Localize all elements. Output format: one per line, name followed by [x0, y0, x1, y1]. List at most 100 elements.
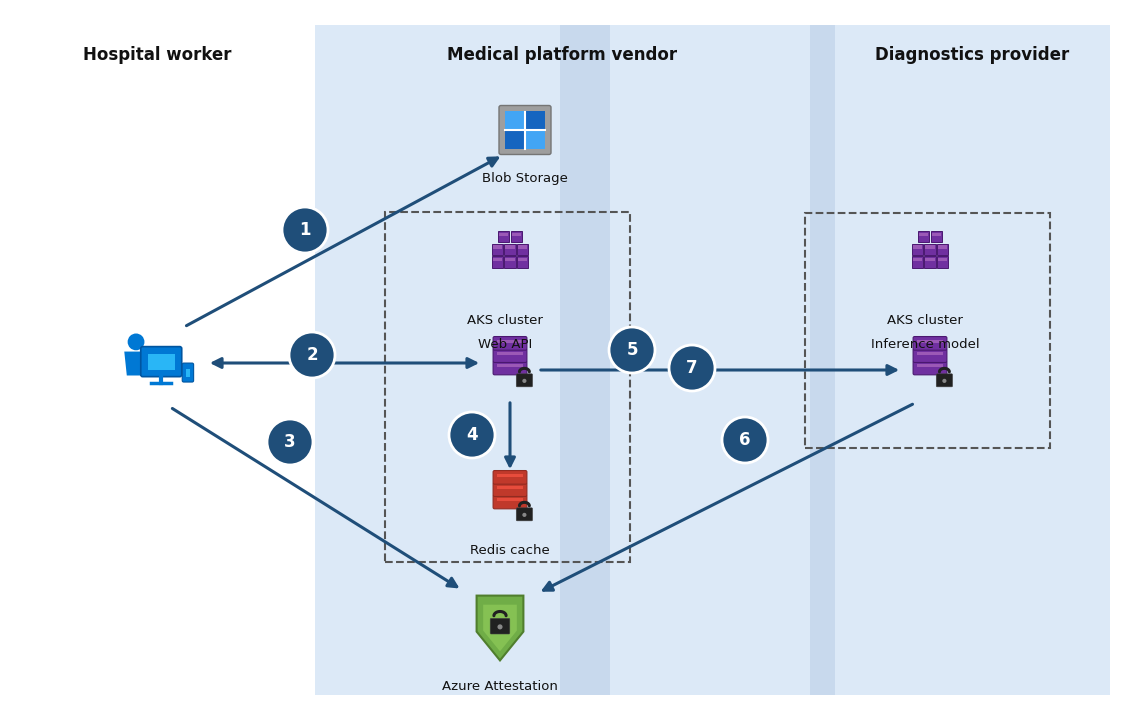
- Text: Medical platform vendor: Medical platform vendor: [446, 46, 678, 64]
- FancyBboxPatch shape: [917, 352, 944, 355]
- FancyBboxPatch shape: [493, 361, 527, 375]
- Circle shape: [522, 513, 527, 517]
- FancyBboxPatch shape: [500, 233, 509, 236]
- FancyBboxPatch shape: [505, 112, 523, 129]
- FancyBboxPatch shape: [938, 258, 947, 261]
- FancyBboxPatch shape: [492, 244, 503, 255]
- FancyBboxPatch shape: [835, 25, 1110, 695]
- Text: 3: 3: [284, 433, 296, 451]
- FancyBboxPatch shape: [496, 486, 523, 489]
- FancyArrowPatch shape: [187, 158, 497, 325]
- FancyBboxPatch shape: [517, 508, 533, 521]
- FancyBboxPatch shape: [912, 244, 923, 255]
- FancyArrowPatch shape: [540, 366, 896, 374]
- FancyBboxPatch shape: [496, 340, 523, 343]
- FancyBboxPatch shape: [517, 256, 528, 268]
- FancyBboxPatch shape: [182, 363, 194, 382]
- FancyBboxPatch shape: [493, 336, 527, 350]
- FancyBboxPatch shape: [918, 231, 929, 243]
- Text: 2: 2: [306, 346, 318, 364]
- Circle shape: [943, 379, 946, 383]
- FancyBboxPatch shape: [936, 374, 953, 387]
- FancyBboxPatch shape: [496, 352, 523, 355]
- Circle shape: [289, 332, 335, 378]
- FancyBboxPatch shape: [147, 354, 174, 369]
- FancyBboxPatch shape: [560, 25, 610, 695]
- FancyBboxPatch shape: [937, 244, 948, 255]
- FancyBboxPatch shape: [504, 256, 516, 268]
- Polygon shape: [483, 605, 517, 652]
- FancyBboxPatch shape: [493, 349, 527, 362]
- FancyBboxPatch shape: [186, 369, 190, 377]
- Bar: [806, 213, 1050, 448]
- FancyBboxPatch shape: [496, 498, 523, 501]
- FancyBboxPatch shape: [493, 246, 502, 249]
- FancyBboxPatch shape: [518, 246, 527, 249]
- FancyBboxPatch shape: [912, 256, 923, 268]
- Circle shape: [267, 419, 313, 465]
- FancyBboxPatch shape: [919, 233, 928, 236]
- FancyBboxPatch shape: [505, 246, 514, 249]
- Polygon shape: [477, 595, 523, 660]
- FancyBboxPatch shape: [517, 244, 528, 255]
- FancyBboxPatch shape: [917, 340, 944, 343]
- FancyBboxPatch shape: [925, 244, 936, 255]
- FancyBboxPatch shape: [917, 364, 944, 367]
- Text: AKS cluster: AKS cluster: [887, 314, 963, 327]
- Text: Blob Storage: Blob Storage: [482, 172, 568, 185]
- Circle shape: [128, 333, 144, 351]
- FancyBboxPatch shape: [913, 349, 947, 362]
- Bar: [385, 212, 630, 562]
- FancyBboxPatch shape: [499, 231, 510, 243]
- Text: Inference model: Inference model: [870, 338, 979, 351]
- FancyBboxPatch shape: [913, 246, 922, 249]
- Text: Redis cache: Redis cache: [470, 544, 550, 557]
- FancyBboxPatch shape: [493, 495, 527, 509]
- Text: 7: 7: [687, 359, 698, 377]
- Polygon shape: [125, 351, 147, 376]
- FancyArrowPatch shape: [505, 402, 514, 466]
- FancyBboxPatch shape: [926, 258, 935, 261]
- FancyBboxPatch shape: [527, 112, 545, 129]
- FancyBboxPatch shape: [518, 258, 527, 261]
- FancyBboxPatch shape: [496, 474, 523, 477]
- FancyBboxPatch shape: [913, 336, 947, 350]
- FancyBboxPatch shape: [512, 233, 521, 236]
- Circle shape: [282, 207, 327, 253]
- FancyBboxPatch shape: [931, 233, 940, 236]
- Circle shape: [668, 345, 715, 391]
- FancyBboxPatch shape: [492, 256, 503, 268]
- FancyBboxPatch shape: [913, 361, 947, 375]
- Text: Diagnostics provider: Diagnostics provider: [875, 46, 1070, 64]
- FancyArrowPatch shape: [213, 359, 476, 367]
- FancyBboxPatch shape: [913, 258, 922, 261]
- FancyBboxPatch shape: [493, 471, 527, 484]
- Text: 1: 1: [299, 221, 310, 239]
- FancyBboxPatch shape: [315, 25, 810, 695]
- Text: Web API: Web API: [478, 338, 533, 351]
- FancyBboxPatch shape: [937, 256, 948, 268]
- FancyBboxPatch shape: [493, 483, 527, 497]
- FancyBboxPatch shape: [527, 132, 545, 148]
- Circle shape: [610, 327, 655, 373]
- FancyBboxPatch shape: [930, 231, 942, 243]
- FancyBboxPatch shape: [938, 246, 947, 249]
- FancyBboxPatch shape: [517, 374, 533, 387]
- FancyBboxPatch shape: [140, 346, 181, 377]
- Circle shape: [497, 624, 503, 629]
- FancyBboxPatch shape: [505, 258, 514, 261]
- FancyBboxPatch shape: [499, 106, 551, 155]
- FancyBboxPatch shape: [493, 258, 502, 261]
- FancyBboxPatch shape: [511, 231, 522, 243]
- FancyBboxPatch shape: [505, 132, 523, 148]
- FancyArrowPatch shape: [544, 404, 912, 590]
- FancyBboxPatch shape: [926, 246, 935, 249]
- Circle shape: [449, 412, 495, 458]
- FancyBboxPatch shape: [810, 25, 835, 695]
- FancyBboxPatch shape: [925, 256, 936, 268]
- Text: AKS cluster: AKS cluster: [467, 314, 543, 327]
- Text: 6: 6: [739, 431, 751, 449]
- Text: Hospital worker: Hospital worker: [83, 46, 231, 64]
- FancyBboxPatch shape: [496, 364, 523, 367]
- FancyBboxPatch shape: [491, 618, 510, 634]
